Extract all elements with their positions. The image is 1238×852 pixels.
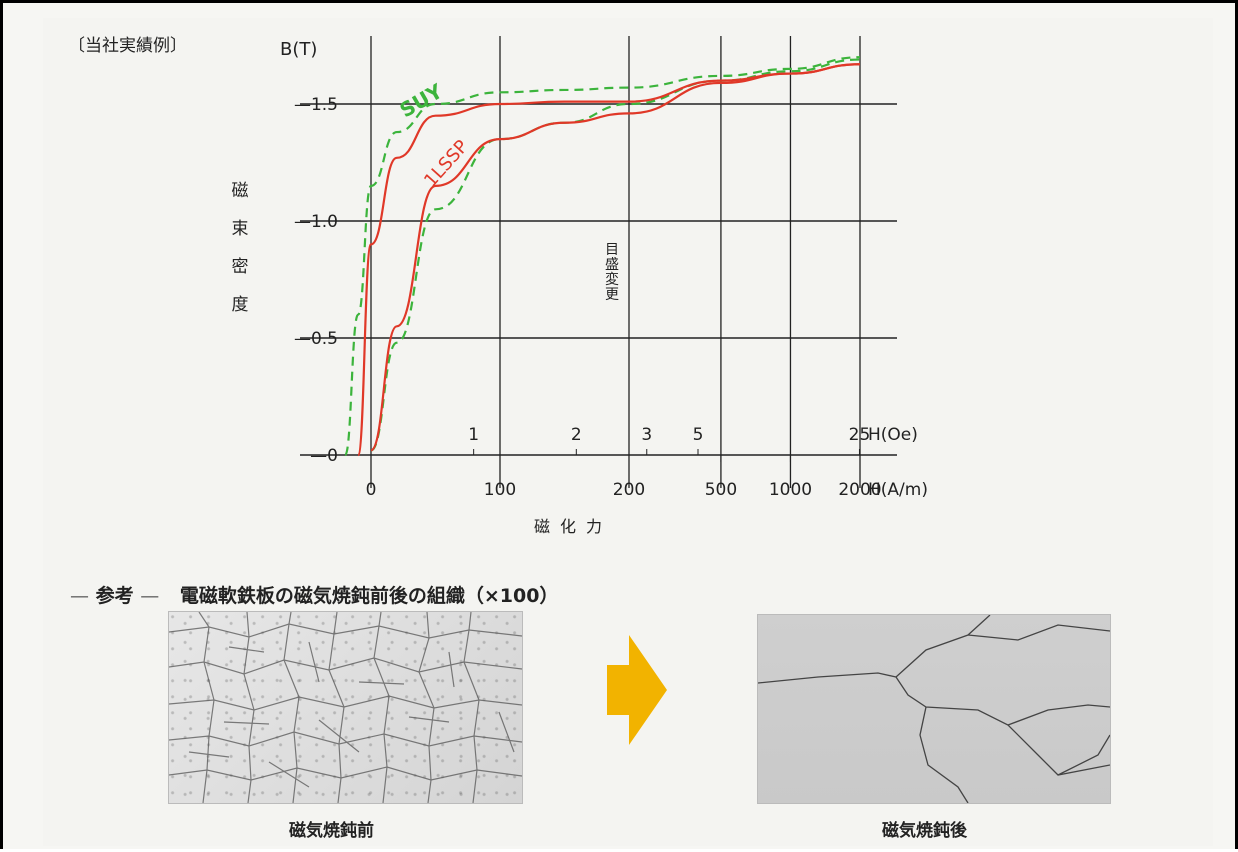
ref-dash-right: — [140,585,160,607]
scale-change-char: 更 [605,287,619,303]
x-tick-label-oe: 1 [468,425,479,445]
series-line-0 [344,56,861,457]
x-tick-label-am: 100 [484,480,516,500]
grain-boundaries-coarse [758,615,1110,803]
x-tick-label-am: 200 [613,480,645,500]
x-tick-label-oe: 2 [571,425,582,445]
y-tick-label: —0.5 [294,329,338,349]
y-axis-title-char: 密 [232,257,249,277]
series-line-3 [369,63,861,452]
y-unit-label: B(T) [280,39,317,60]
x-unit-label-oe: H(Oe) [868,425,918,445]
scale-change-char: 目 [605,242,619,258]
ref-title: 電磁軟鉄板の磁気焼鈍前後の組織（×100） [179,585,559,607]
x-tick-label-am: 1000 [769,480,812,500]
y-axis-title-char: 束 [232,219,249,239]
x-tick-label-am: 500 [705,480,737,500]
x-unit-label-am: H(A/m) [868,480,928,500]
y-tick-label: —1.5 [294,95,338,115]
series-line-2 [357,63,861,457]
x-axis-title: 磁化力 [534,517,612,536]
reference-heading: — 参考 — 電磁軟鉄板の磁気焼鈍前後の組織（×100） [70,581,558,608]
y-tick-label: —0 [310,446,338,466]
x-tick-label-oe: 25 [849,425,871,445]
y-tick-label: —1.0 [294,212,338,232]
micrograph-before [168,611,523,804]
x-tick-label-oe: 3 [641,425,652,445]
ref-dash-left: — [70,585,89,607]
x-tick-label-oe: 5 [693,425,704,445]
micrograph-after-label: 磁気焼鈍後 [882,821,967,841]
caption-tag: 〔当社実績例〕 [68,36,187,56]
grain-boundaries-fine [169,612,522,803]
x-tick-label-am: 0 [366,480,377,500]
y-axis-title-char: 度 [232,295,249,315]
series-line-1 [370,58,861,452]
scale-change-char: 盛 [605,257,619,273]
micrograph-after [757,614,1111,804]
scale-change-char: 変 [605,271,619,288]
ref-label: 参考 [95,585,134,607]
micrograph-before-label: 磁気焼鈍前 [289,821,374,841]
y-axis-title-char: 磁 [232,181,249,201]
x-tick-label-am: 2000 [838,480,881,500]
arrow-right-icon [607,635,667,745]
